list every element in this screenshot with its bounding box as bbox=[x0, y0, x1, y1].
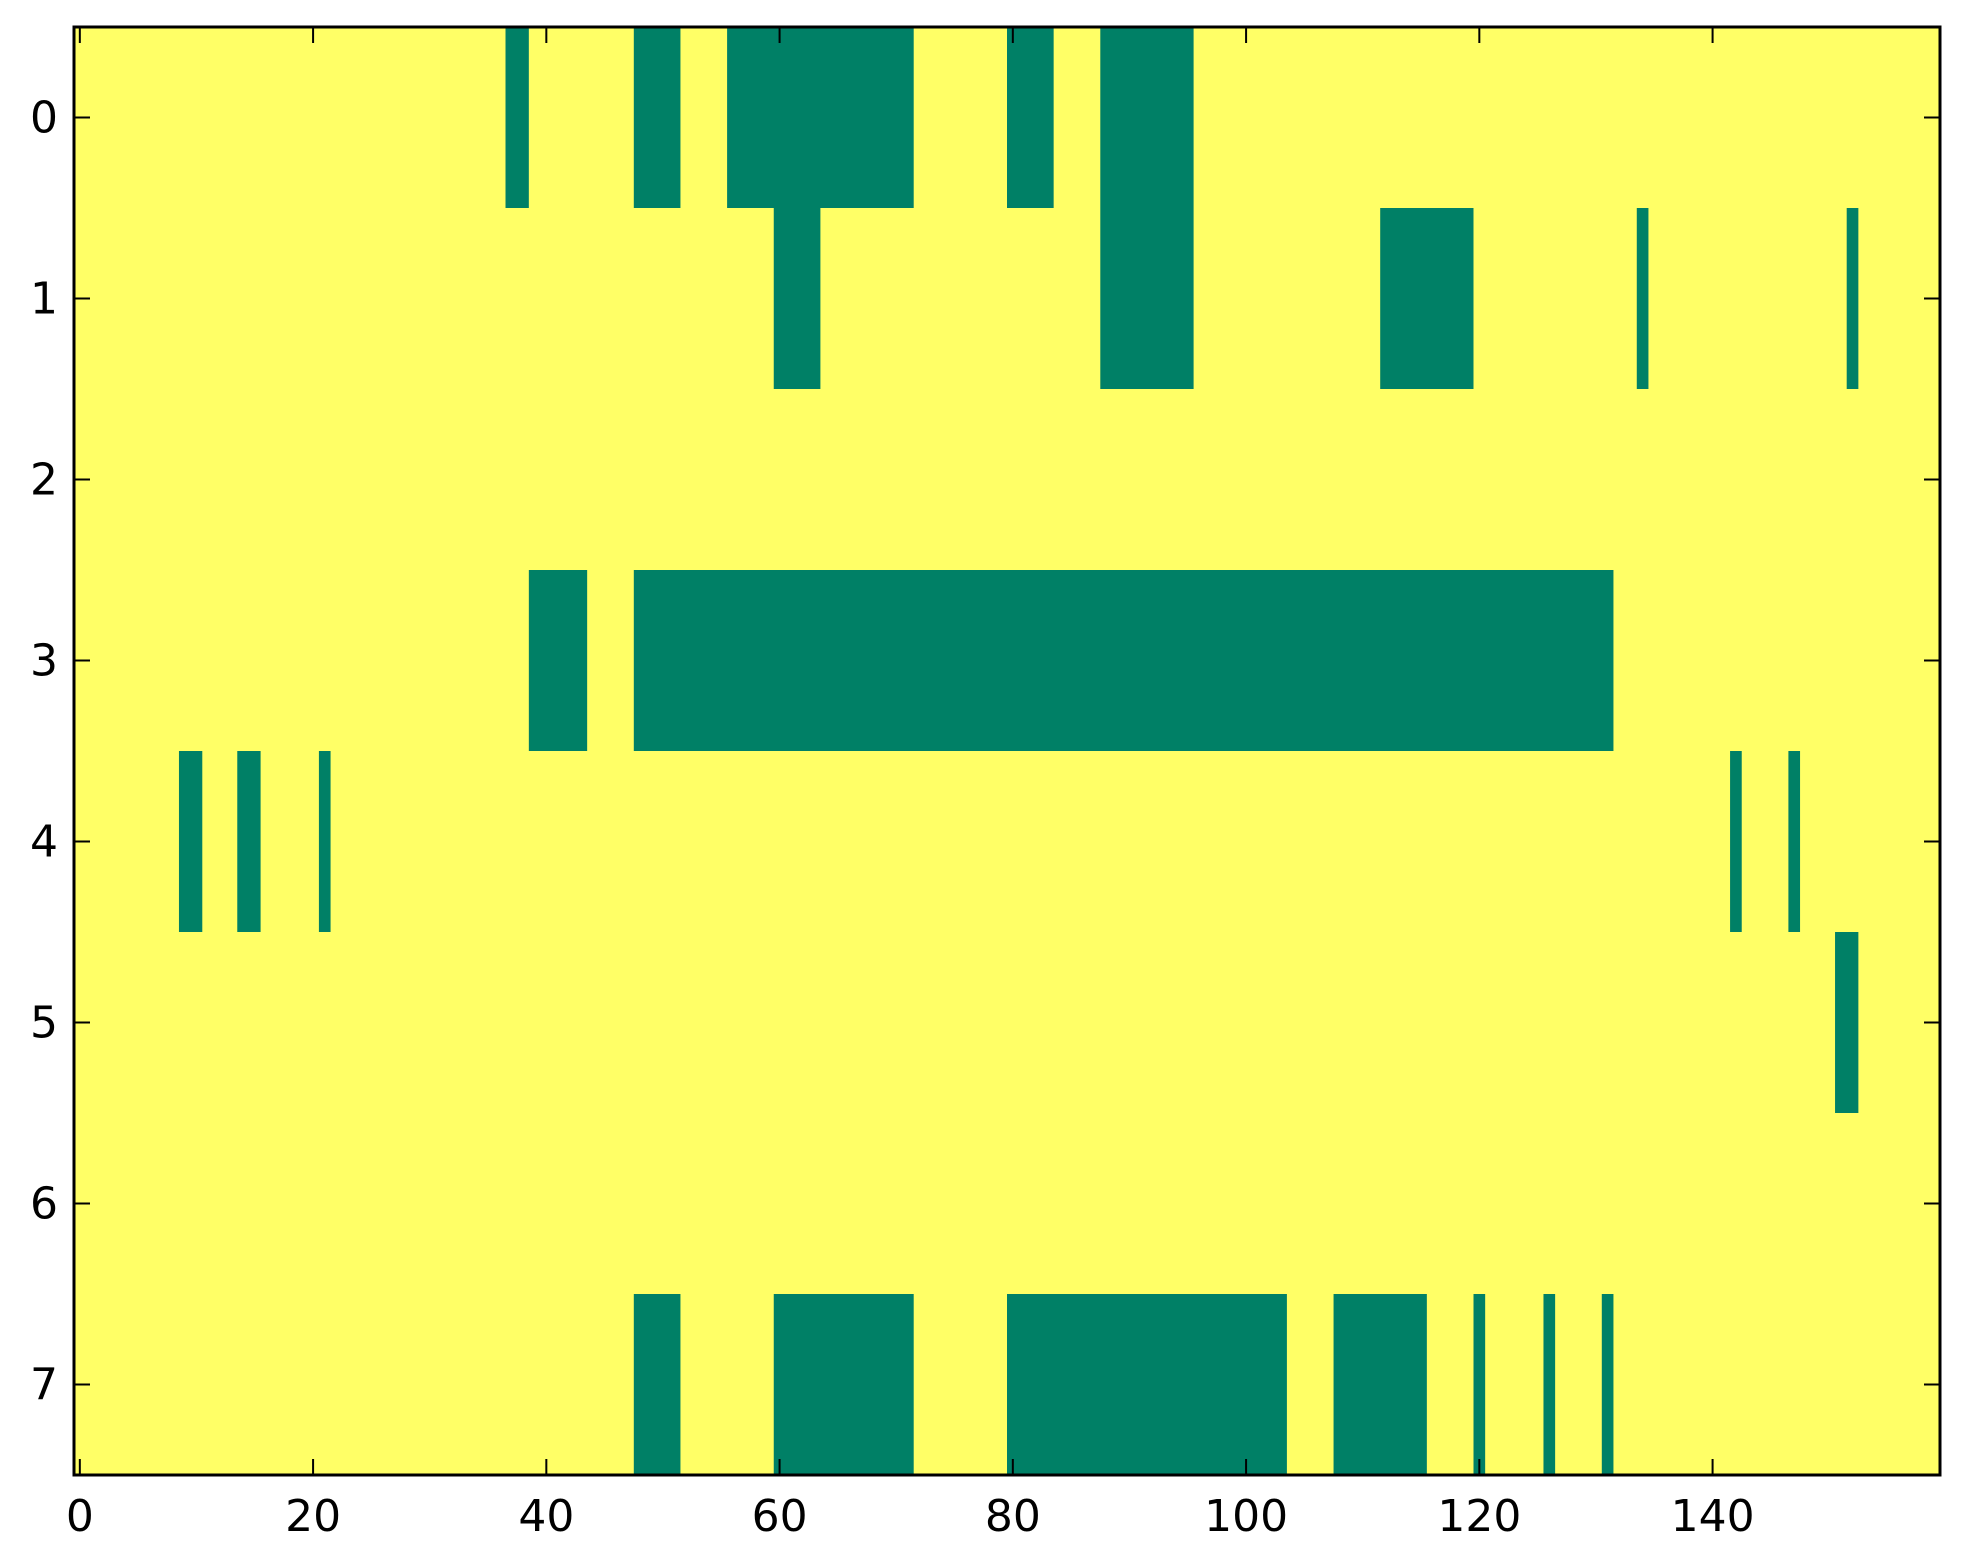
heatmap-cell-row-0-seg-3 bbox=[1007, 27, 1054, 208]
y-tick-label-7: 7 bbox=[30, 1360, 58, 1411]
x-tick-label-80: 80 bbox=[985, 1491, 1041, 1542]
x-tick-label-100: 100 bbox=[1204, 1491, 1288, 1542]
heatmap-cell-row-4-seg-0 bbox=[178, 751, 203, 932]
heatmap-cell-row-7-seg-2 bbox=[1007, 1294, 1287, 1475]
heatmap-cell-row-4-seg-2 bbox=[318, 751, 331, 932]
x-tick-label-40: 40 bbox=[518, 1491, 574, 1542]
x-tick-labels: 0 20 40 60 80 100 120 140 bbox=[66, 1491, 1755, 1542]
y-tick-label-0: 0 bbox=[30, 93, 58, 144]
heatmap-cell-row-3-seg-1 bbox=[633, 570, 1614, 751]
heatmap-cell-row-7-seg-0 bbox=[633, 1294, 681, 1475]
heatmap-cell-row-0-seg-2 bbox=[727, 27, 914, 208]
plot-frame bbox=[72, 25, 1942, 1477]
heatmap-cell-row-7-seg-6 bbox=[1601, 1294, 1614, 1475]
heatmap-cell-row-4-seg-3 bbox=[1730, 751, 1742, 932]
heatmap-cell-row-1-seg-2 bbox=[1380, 208, 1474, 389]
heatmap-cell-row-7-seg-1 bbox=[773, 1294, 914, 1475]
y-tick-label-6: 6 bbox=[30, 1179, 58, 1230]
heatmap-cells bbox=[178, 27, 1859, 1475]
heatmap-cell-row-3-seg-0 bbox=[528, 570, 588, 751]
y-tick-label-5: 5 bbox=[30, 998, 58, 1049]
heatmap-cell-row-1-seg-0 bbox=[773, 208, 821, 389]
heatmap-cell-row-0-seg-1 bbox=[633, 27, 681, 208]
heatmap-cell-row-0-seg-4 bbox=[1100, 27, 1194, 208]
y-tick-label-4: 4 bbox=[30, 817, 58, 868]
heatmap-cell-row-1-seg-4 bbox=[1846, 208, 1859, 389]
x-tick-label-120: 120 bbox=[1437, 1491, 1521, 1542]
x-tick-label-140: 140 bbox=[1671, 1491, 1755, 1542]
y-tick-label-2: 2 bbox=[30, 455, 58, 506]
heatmap-cell-row-1-seg-1 bbox=[1100, 208, 1194, 389]
heatmap-cell-row-0-seg-0 bbox=[505, 27, 529, 208]
x-tick-label-0: 0 bbox=[66, 1491, 94, 1542]
y-tick-label-3: 3 bbox=[30, 636, 58, 687]
axis-ticks bbox=[74, 27, 1940, 1475]
heatmap-cell-row-4-seg-4 bbox=[1788, 751, 1801, 932]
y-tick-labels: 0 1 2 3 4 5 6 7 bbox=[30, 93, 58, 1411]
x-tick-label-60: 60 bbox=[752, 1491, 808, 1542]
x-tick-label-20: 20 bbox=[285, 1491, 341, 1542]
heatmap-cell-row-4-seg-1 bbox=[237, 751, 261, 932]
heatmap-cell-row-7-seg-4 bbox=[1473, 1294, 1486, 1475]
heatmap-cell-row-7-seg-5 bbox=[1543, 1294, 1556, 1475]
y-tick-label-1: 1 bbox=[30, 274, 58, 325]
heatmap-cell-row-5-seg-0 bbox=[1835, 932, 1859, 1113]
heatmap-cell-row-1-seg-3 bbox=[1636, 208, 1649, 389]
heatmap-cell-row-7-seg-3 bbox=[1333, 1294, 1427, 1475]
